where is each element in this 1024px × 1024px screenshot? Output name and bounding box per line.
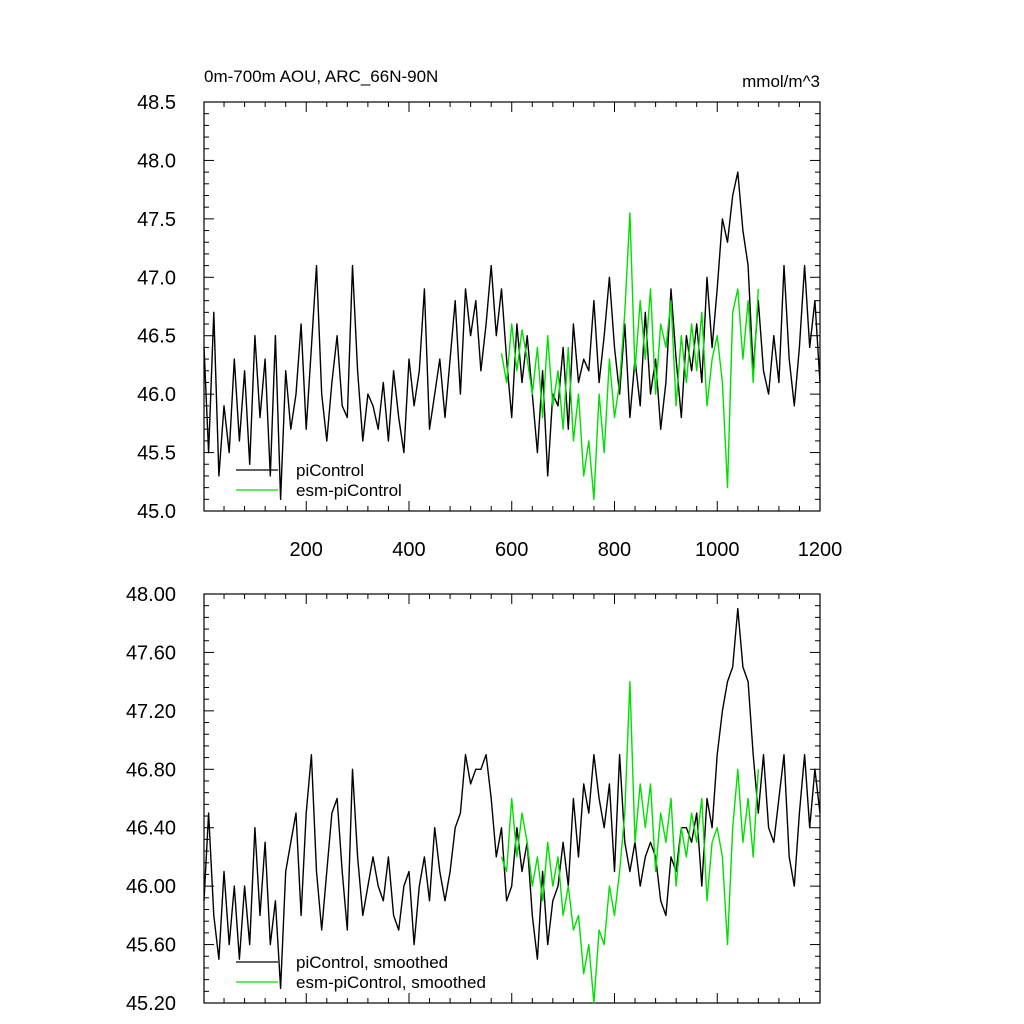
legend: piControl, smoothed esm-piControl, smoot… <box>236 953 486 992</box>
legend-label-esm-picontrol: esm-piControl <box>296 481 402 500</box>
series-line-picontrol-smoothed <box>203 607 821 990</box>
legend-label-esm-picontrol-smoothed: esm-piControl, smoothed <box>296 973 486 992</box>
series-group <box>203 607 821 1004</box>
series-line-esm-picontrol-smoothed <box>500 680 759 1004</box>
series-line-esm-picontrol <box>500 212 759 500</box>
x-tick-label: 600 <box>495 539 528 561</box>
x-tick-label: 200 <box>290 539 323 561</box>
y-tick-label: 46.5 <box>137 326 176 348</box>
y-tick-label: 48.5 <box>137 92 176 114</box>
x-tick-label: 400 <box>392 539 425 561</box>
axis-ticks: 200 400 600 800 1000 1200 45.0 45.5 46.0 46.5 47.0… <box>137 92 842 561</box>
units-label: mmol/m^3 <box>742 72 820 91</box>
x-tick-label: 1000 <box>695 539 740 561</box>
y-tick-label: 48.00 <box>126 584 176 606</box>
plot-frame <box>203 101 821 512</box>
y-tick-label: 48.0 <box>137 150 176 172</box>
x-tick-label: 1200 <box>798 539 843 561</box>
chart-title: 0m-700m AOU, ARC_66N-90N <box>204 67 438 86</box>
y-tick-label: 46.0 <box>137 384 176 406</box>
y-tick-label: 45.5 <box>137 443 176 465</box>
legend-label-picontrol: piControl <box>296 461 364 480</box>
y-tick-label: 47.20 <box>126 701 176 723</box>
x-tick-label: 800 <box>598 539 631 561</box>
bottom-panel: 45.20 45.60 46.00 46.40 46.80 47.20 47.60 48.00… <box>126 584 821 1015</box>
y-tick-label: 47.5 <box>137 209 176 231</box>
y-tick-label: 45.60 <box>126 935 176 957</box>
legend: piControl esm-piControl <box>236 461 402 500</box>
y-tick-label: 46.40 <box>126 818 176 840</box>
y-tick-label: 47.0 <box>137 267 176 289</box>
top-panel: 0m-700m AOU, ARC_66N-90N mmol/m^3 200 400… <box>137 67 842 561</box>
y-tick-label: 46.80 <box>126 759 176 781</box>
legend-label-picontrol-smoothed: piControl, smoothed <box>296 953 448 972</box>
axis-ticks: 45.20 45.60 46.00 46.40 46.80 47.20 47.60 48.00 <box>126 584 821 1015</box>
y-tick-label: 47.60 <box>126 642 176 664</box>
y-tick-label: 45.20 <box>126 993 176 1015</box>
y-tick-label: 46.00 <box>126 876 176 898</box>
y-tick-label: 45.0 <box>137 501 176 523</box>
series-line-picontrol <box>203 171 821 500</box>
series-group <box>203 171 821 500</box>
